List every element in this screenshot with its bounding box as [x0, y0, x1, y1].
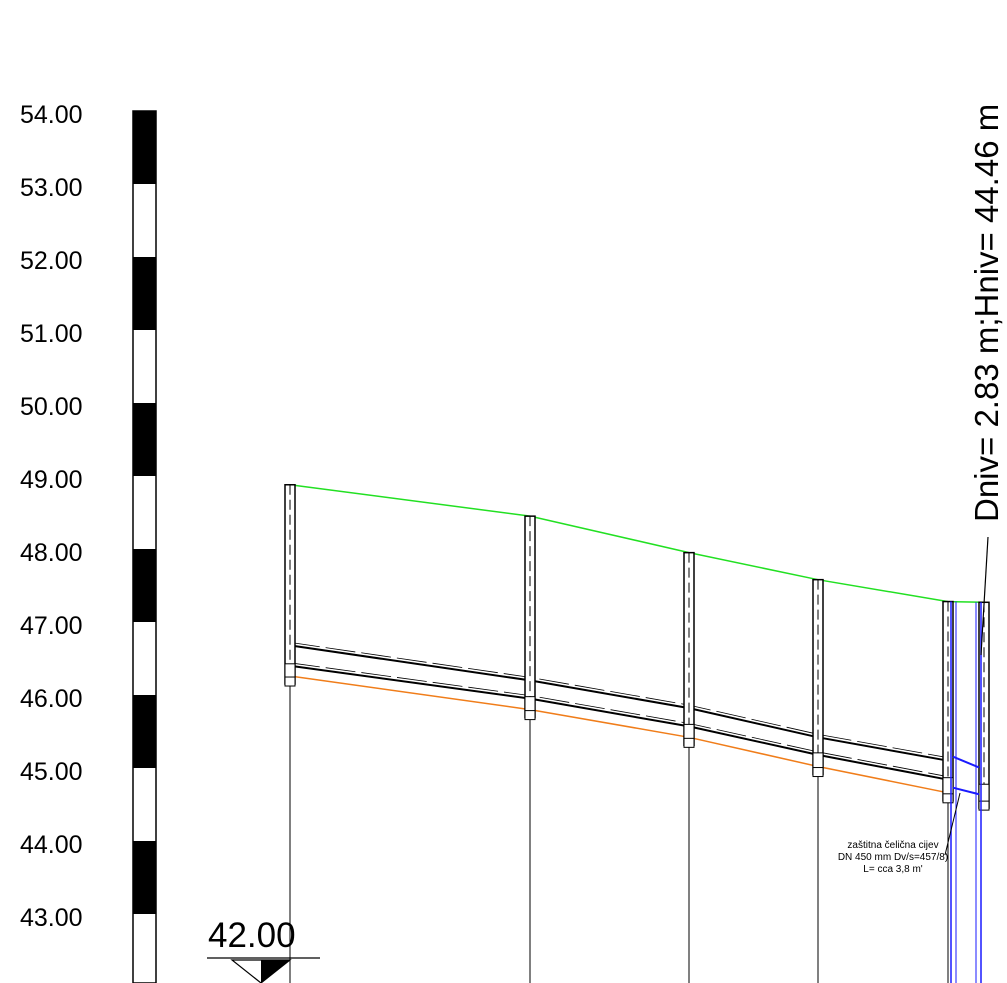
- elevation-label: 44.00: [20, 831, 83, 859]
- casing-pipe: [950, 601, 982, 983]
- scale-segment: [133, 549, 156, 622]
- manhole-annotation: Dniv= 2.83 m;Hniv= 44.46 m: [968, 104, 1005, 522]
- scale-segment: [133, 257, 156, 330]
- casing-pipe-note-line: zaštitna čelična cijev: [847, 840, 938, 851]
- datum-label: 42.00: [208, 916, 296, 955]
- manhole-shaft: [284, 484, 296, 687]
- elevation-label: 49.00: [20, 466, 83, 494]
- manhole-shaft: [524, 515, 536, 721]
- elevation-label: 48.00: [20, 539, 83, 567]
- elevation-label: 46.00: [20, 685, 83, 713]
- trench-bottom-line: [289, 675, 949, 794]
- elevation-label: 51.00: [20, 320, 83, 348]
- manhole-leader-line: [980, 536, 989, 656]
- elevation-label: 54.00: [20, 101, 83, 129]
- manhole-shaft: [683, 551, 695, 748]
- elevation-scale-bar: [132, 110, 157, 983]
- elevation-label: 50.00: [20, 393, 83, 421]
- manhole-shaft: [812, 578, 824, 778]
- manhole-shaft: [942, 600, 954, 804]
- elevation-label: 53.00: [20, 174, 83, 202]
- datum-marker: 42.00: [207, 916, 320, 983]
- scale-segment: [133, 841, 156, 914]
- elevation-scale-labels: 54.00 53.00 52.00 51.00 50.00 49.00 48.0…: [20, 101, 83, 932]
- elevation-label: 43.00: [20, 904, 83, 932]
- casing-pipe-note-line: DN 450 mm Dv/s=457/8): [838, 852, 948, 863]
- scale-segment: [133, 111, 156, 184]
- profile-lines: [284, 484, 990, 983]
- pipe-line: [289, 644, 949, 762]
- casing-pipe-note-line: L= cca 3,8 m': [863, 864, 923, 875]
- terrain-line: [289, 484, 985, 604]
- manhole-shaft: [978, 601, 990, 811]
- scale-segment: [133, 403, 156, 476]
- casing-pipe-note: zaštitna čelična cijev DN 450 mm Dv/s=45…: [838, 792, 961, 875]
- elevation-label: 52.00: [20, 247, 83, 275]
- elevation-label: 45.00: [20, 758, 83, 786]
- elevation-label: 47.00: [20, 612, 83, 640]
- scale-segment: [133, 695, 156, 768]
- pipe-line: [289, 664, 949, 781]
